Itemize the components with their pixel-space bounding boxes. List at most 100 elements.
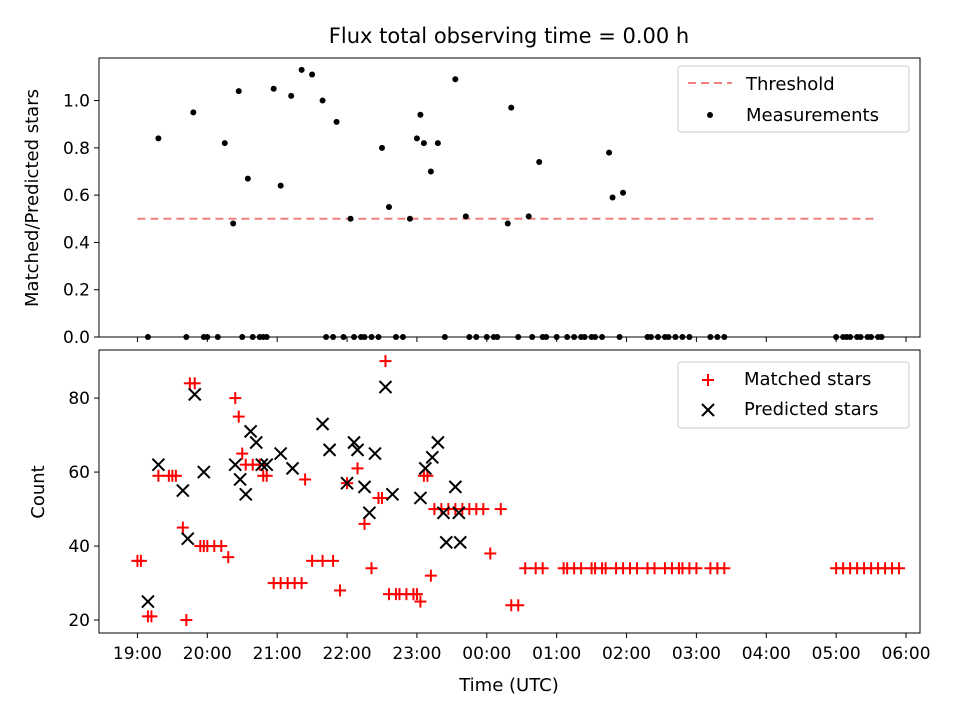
predicted-star-point [176,483,190,498]
matched-star-point [253,458,266,471]
matched-star-point [484,547,497,560]
measurement-point [385,203,392,210]
matched-star-point [365,562,378,575]
top-y-tick-label: 0.4 [63,233,90,253]
bottom-y-axis-label: Count [28,465,49,518]
top-y-tick-label: 0.6 [63,186,90,206]
matched-star-points [131,355,906,627]
matched-star-point [631,562,644,575]
measurement-point [235,88,242,95]
top-y-tick-label: 0.0 [63,328,90,348]
top-y-tick-label: 0.8 [63,139,90,159]
x-tick-label: 22:00 [323,644,372,664]
bottom-axes-frame [98,349,921,634]
measurement-point [333,118,340,125]
measurement-point [452,76,459,83]
measurement-point [606,149,613,156]
matched-star-point [351,462,364,475]
x-tick-label: 19:00 [113,644,162,664]
predicted-star-point [413,491,428,505]
matched-star-point [424,569,437,582]
predicted-star-point [362,506,377,520]
legend-threshold-label: Threshold [745,74,835,95]
measurement-point [525,213,532,220]
measurement-point [609,194,616,201]
legend-matched-label: Matched stars [744,369,871,390]
measurement-point [508,104,515,111]
top-legend: Threshold Measurements [677,65,910,133]
bottom-legend: Matched stars Predicted stars [677,361,910,429]
matched-star-point [180,614,193,627]
legend-predicted-label: Predicted stars [744,399,878,420]
matched-star-point [188,377,201,390]
measurement-point [536,159,543,166]
measurement-points [144,66,885,340]
predicted-star-point [188,387,202,402]
x-tick-label: 06:00 [882,644,931,664]
predicted-star-point [347,435,361,450]
measurement-point [155,135,162,142]
measurement-point [270,85,277,92]
bottom-legend-box [677,361,910,429]
measurement-point [434,140,441,147]
matched-star-point [306,554,319,567]
top-y-tick-label: 1.0 [63,92,90,112]
matched-star-point [260,469,273,482]
top-legend-box [677,65,910,133]
matched-star-point [414,595,427,608]
predicted-star-point [315,417,330,431]
legend-measurements-swatch [707,112,713,118]
measurement-point [277,182,284,189]
predicted-star-point [452,506,466,520]
predicted-star-point [385,487,400,501]
matched-star-point [295,577,308,590]
predicted-star-point [259,457,274,472]
predicted-star-point [378,380,393,394]
matched-star-point [316,554,329,567]
x-tick-label: 04:00 [742,644,791,664]
predicted-star-point [436,506,451,520]
matched-star-point [477,503,490,516]
matched-star-point [690,562,703,575]
matched-star-point [648,562,661,575]
matched-star-point [134,554,147,567]
predicted-star-point [425,450,439,464]
measurement-point [230,220,237,227]
matched-star-point [599,562,612,575]
chart-title: Flux total observing time = 0.00 h [329,24,689,48]
legend-measurements-label: Measurements [746,105,879,126]
top-y-tick-label: 0.2 [63,281,90,301]
matched-star-point [229,392,242,405]
matched-star-point [215,540,228,553]
predicted-star-point [340,476,354,490]
x-tick-label: 20:00 [183,644,232,664]
matched-star-point [169,469,182,482]
matched-star-point [232,410,245,423]
matched-star-point [334,584,347,597]
bottom-y-tick-label: 80 [68,389,90,409]
x-tick-label: 21:00 [253,644,302,664]
legend-matched-swatch [702,374,714,386]
predicted-star-point [233,472,247,487]
measurement-point [288,92,295,99]
predicted-star-point [357,480,372,494]
x-tick-label: 23:00 [392,644,441,664]
predicted-star-point [228,457,242,472]
measurement-point [413,135,420,142]
predicted-star-points [141,380,467,609]
measurement-point [319,97,326,104]
panel-ratio: 0.0 0.2 0.4 0.6 0.8 1.0 Matched/Predicted sta… [22,57,921,348]
legend-predicted-marker [701,403,715,417]
measurement-point [378,144,385,151]
matched-star-point [358,517,371,530]
matched-star-point [145,610,158,623]
predicted-star-point [151,457,166,472]
measurement-point [406,215,413,222]
matched-star-point [410,588,423,601]
predicted-star-point [141,594,155,609]
matched-star-point [575,562,588,575]
measurement-point [417,111,424,118]
predicted-star-point [249,435,263,450]
predicted-star-point [273,446,288,461]
matched-star-point [375,491,388,504]
